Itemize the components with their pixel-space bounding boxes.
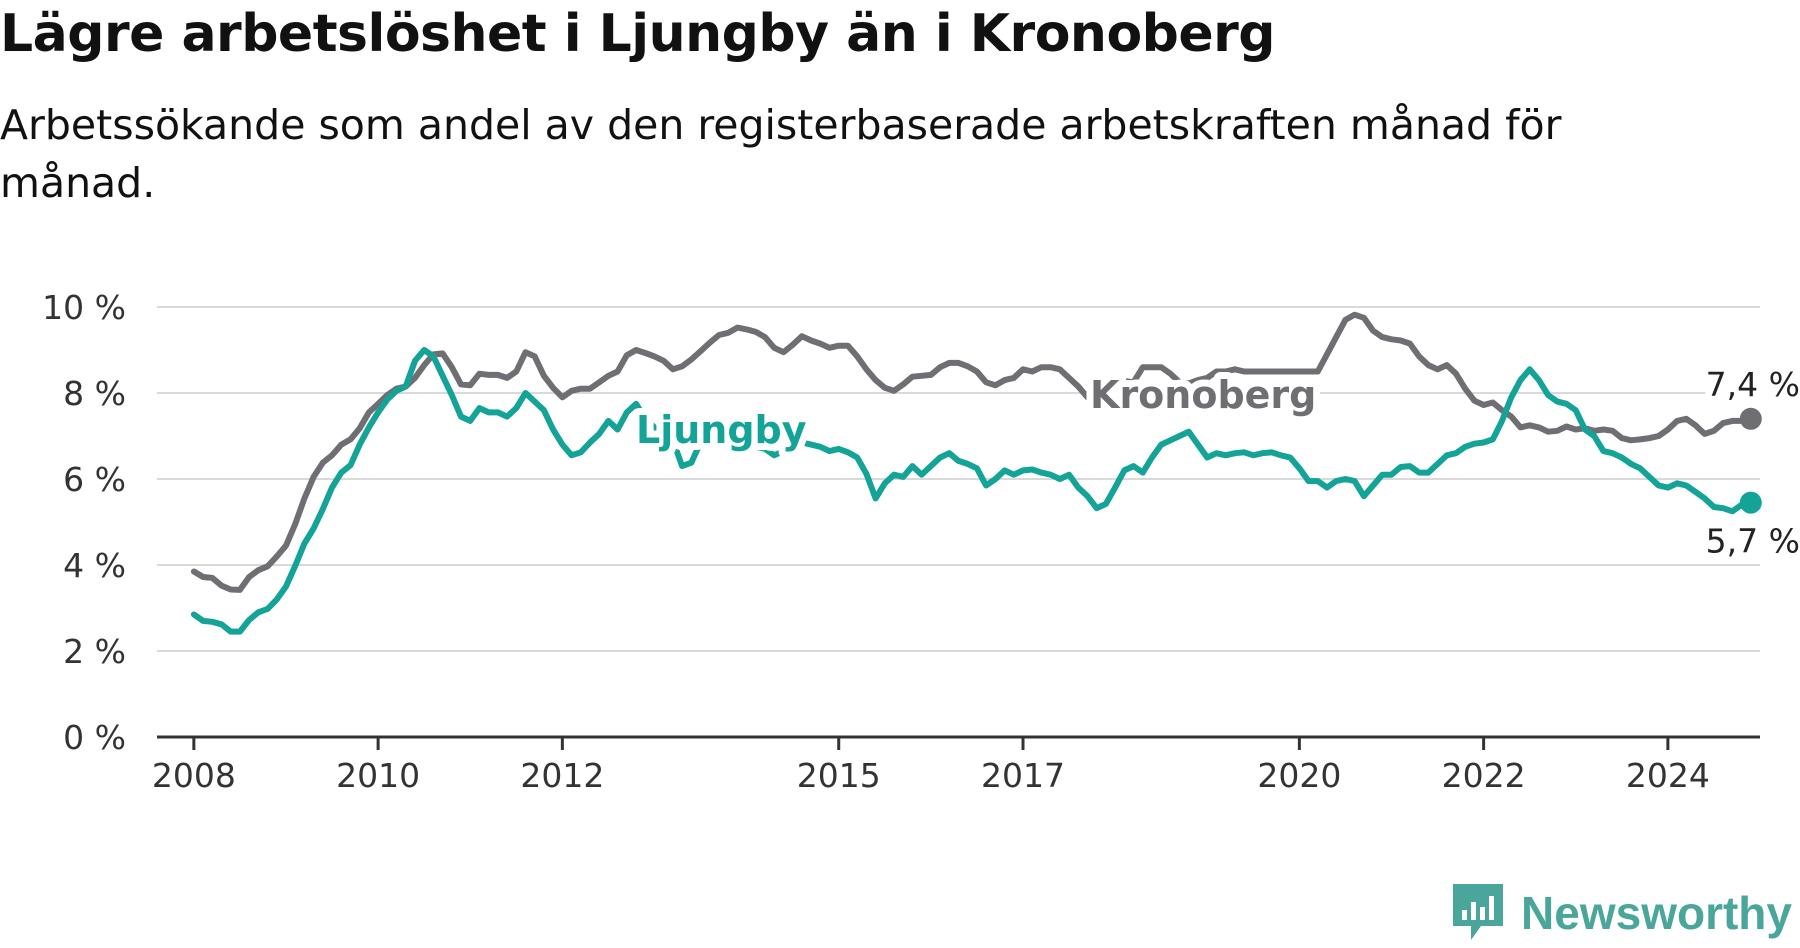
y-tick-label: 4 % [63, 546, 126, 585]
end-label-ljungby: 5,7 % [1706, 522, 1800, 561]
y-tick-label: 0 % [63, 718, 126, 757]
x-tick-label: 2008 [152, 756, 236, 795]
series-label-ljungby: Ljungby [636, 408, 807, 452]
x-tick-label: 2017 [981, 756, 1065, 795]
kronoberg-end-marker [1739, 407, 1762, 430]
x-tick-label: 2022 [1442, 756, 1526, 795]
x-tick-label: 2020 [1257, 756, 1341, 795]
y-tick-label: 10 % [42, 288, 126, 327]
y-tick-label: 2 % [63, 632, 126, 671]
y-axis-tick-labels: 0 % 2 % 4 % 6 % 8 % 10 % [42, 288, 126, 757]
x-tick-label: 2012 [520, 756, 604, 795]
newsworthy-brand: Newsworthy [1451, 878, 1792, 948]
ljungby-line [190, 347, 1754, 635]
y-tick-label: 8 % [63, 374, 126, 413]
series-lines [190, 311, 1762, 635]
series-label-kronoberg: Kronoberg [1090, 373, 1316, 417]
kronoberg-line [190, 311, 1754, 593]
series-labels: Kronoberg Ljungby 7,4 % 5,7 % [629, 358, 1800, 568]
x-axis-ticks: 2008 2010 2012 2015 2017 2020 2022 2024 [152, 737, 1710, 795]
y-tick-label: 6 % [63, 460, 126, 499]
x-tick-label: 2010 [336, 756, 420, 795]
brand-name: Newsworthy [1521, 887, 1792, 939]
end-label-kronoberg: 7,4 % [1706, 365, 1800, 404]
x-tick-label: 2024 [1626, 756, 1710, 795]
chart-title: Lägre arbetslöshet i Ljungby än i Kronob… [0, 4, 1276, 64]
newsworthy-logo-icon [1453, 884, 1504, 940]
ljungby-end-marker [1739, 491, 1762, 514]
x-tick-label: 2015 [797, 756, 881, 795]
chart-subtitle: Arbetssökande som andel av den registerb… [0, 101, 1562, 207]
gridlines [157, 306, 1760, 652]
